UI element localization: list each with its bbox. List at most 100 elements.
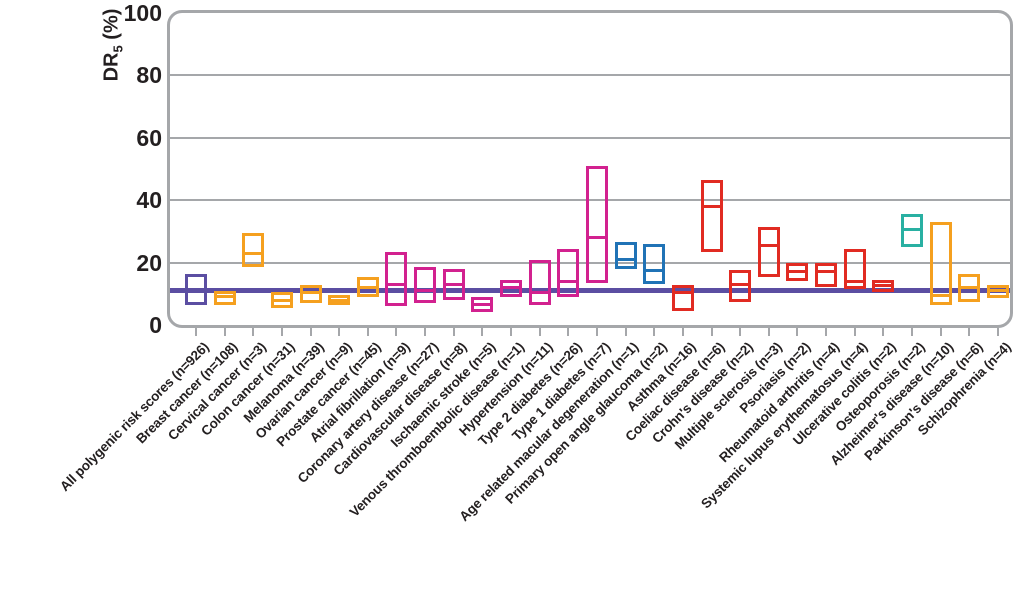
x-tick: [882, 328, 885, 336]
box-median: [674, 290, 691, 294]
y-tick-label-80: 80: [136, 62, 162, 89]
x-tick: [280, 328, 283, 336]
box-median: [588, 236, 605, 240]
box-plot: [328, 295, 351, 305]
reference-line: [170, 288, 1010, 294]
x-tick: [567, 328, 570, 336]
box-plot: [815, 262, 838, 288]
box-median: [560, 279, 577, 283]
x-tick: [538, 328, 541, 336]
box-median: [188, 289, 204, 293]
x-tick: [595, 328, 598, 336]
x-tick: [366, 328, 369, 336]
box-plot: [213, 290, 236, 305]
x-tick: [510, 328, 513, 336]
box-median: [617, 257, 634, 261]
box-median: [904, 228, 920, 232]
box-plot: [614, 242, 637, 269]
box-plot: [757, 226, 780, 277]
x-tick: [395, 328, 398, 336]
gridline-80: [170, 74, 1010, 77]
x-tick: [195, 328, 197, 336]
x-tick: [252, 328, 255, 336]
box-median: [760, 243, 777, 247]
box-median: [789, 270, 806, 274]
x-tick: [796, 328, 799, 336]
box-median: [846, 279, 863, 283]
box-median: [503, 286, 520, 290]
x-tick: [767, 328, 770, 336]
box-median: [273, 298, 290, 302]
x-tick: [853, 328, 856, 336]
x-tick: [624, 328, 627, 336]
box-plot: [729, 270, 752, 302]
box-median: [216, 295, 233, 299]
box-median: [474, 303, 491, 307]
box-median: [302, 290, 319, 294]
box-plot: [299, 284, 322, 304]
box-median: [932, 293, 949, 297]
y-tick-label-100: 100: [123, 0, 162, 26]
x-tick: [681, 328, 684, 336]
box-plot: [356, 276, 379, 297]
x-tick: [739, 328, 742, 336]
x-tick: [968, 328, 971, 336]
gridline-60: [170, 136, 1010, 139]
box-median: [703, 204, 720, 208]
gridline-20: [170, 261, 1010, 264]
box-plot: [901, 214, 923, 247]
x-tick: [309, 328, 312, 336]
box-median: [359, 286, 376, 290]
x-tick: [338, 328, 341, 336]
box-median: [245, 251, 262, 255]
box-plot: [872, 279, 895, 293]
x-tick: [825, 328, 828, 336]
x-tick: [996, 328, 999, 336]
box-median: [875, 284, 892, 288]
x-tick: [481, 328, 484, 336]
gridline-40: [170, 199, 1010, 202]
x-tick: [452, 328, 455, 336]
y-tick-label-0: 0: [149, 312, 162, 338]
y-tick-label-60: 60: [136, 124, 162, 151]
box-plot: [270, 292, 293, 308]
box-plot: [843, 248, 866, 290]
box-median: [646, 268, 663, 272]
box-plot: [557, 248, 580, 297]
y-tick-label-20: 20: [136, 249, 162, 276]
x-tick: [653, 328, 656, 336]
box-plot: [242, 233, 265, 268]
box-plot: [671, 284, 694, 311]
box-plot: [500, 279, 523, 297]
box-median: [989, 289, 1006, 293]
x-tick: [939, 328, 942, 336]
plot-area: [170, 13, 1010, 325]
x-tick: [710, 328, 713, 336]
y-tick-label-40: 40: [136, 187, 162, 214]
box-median: [961, 286, 978, 290]
box-plot: [929, 222, 952, 305]
box-plot: [442, 268, 465, 300]
box-plot: [528, 259, 551, 305]
box-plot: [958, 273, 981, 302]
box-plot: [185, 273, 207, 305]
box-median: [531, 290, 548, 294]
box-plot: [471, 296, 494, 313]
x-tick: [911, 328, 913, 336]
box-plot: [585, 165, 608, 283]
box-median: [818, 270, 835, 274]
box-median: [445, 282, 462, 286]
x-tick: [424, 328, 427, 336]
box-plot: [385, 251, 408, 307]
box-median: [388, 282, 405, 286]
y-axis-title-subscript: 5: [110, 45, 126, 53]
box-plot: [786, 262, 809, 282]
box-plot: [643, 243, 666, 285]
box-plot: [700, 179, 723, 252]
box-median: [417, 289, 434, 293]
box-plot: [986, 284, 1009, 299]
box-plot: [414, 267, 437, 304]
box-median: [331, 298, 348, 302]
x-tick: [223, 328, 226, 336]
